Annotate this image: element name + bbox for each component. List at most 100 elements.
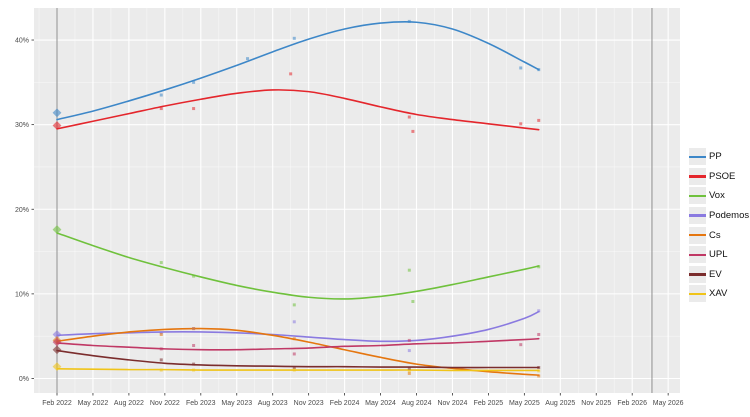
legend-item-psoe: PSOE: [689, 167, 749, 187]
x-tick-label: May 2025: [509, 400, 540, 407]
legend-label: Cs: [709, 229, 721, 241]
legend-item-ev: EV: [689, 265, 749, 285]
poll-point-pp: [537, 68, 541, 72]
election-result-marker-vox: [52, 225, 62, 234]
legend-key-upl: [689, 246, 706, 264]
x-tick-label: Feb 2023: [186, 400, 216, 407]
poll-point-ev: [537, 365, 541, 369]
legend-key-psoe: [689, 167, 706, 185]
legend-item-upl: UPL: [689, 245, 749, 265]
legend-label: PP: [709, 151, 722, 163]
trend-line-upl: [56, 337, 540, 351]
poll-point-upl: [192, 343, 196, 347]
trend-line-vox: [56, 232, 540, 300]
x-tick-label: May 2022: [78, 400, 109, 407]
poll-point-psoe: [519, 122, 523, 126]
y-tick-label: 20%: [15, 207, 29, 214]
x-tick-label: Feb 2024: [330, 400, 360, 407]
y-tick-label: 10%: [15, 291, 29, 298]
poll-point-pp: [407, 19, 411, 23]
legend-item-podemos: Podemos: [689, 206, 749, 226]
legend-label: Vox: [709, 190, 725, 202]
legend-line-swatch: [689, 194, 706, 198]
x-tick-label: Aug 2023: [258, 400, 288, 407]
poll-point-upl: [292, 352, 296, 356]
poll-point-cs: [159, 332, 163, 336]
legend-line-swatch: [689, 273, 706, 276]
x-tick-label: May 2024: [365, 400, 396, 407]
poll-point-xav: [407, 369, 411, 373]
legend-label: EV: [709, 268, 722, 280]
poll-point-podemos: [537, 309, 541, 313]
legend-key-cs: [689, 226, 706, 244]
poll-point-cs: [407, 371, 411, 375]
poll-point-cs: [292, 337, 296, 341]
legend-key-ev: [689, 265, 706, 283]
legend-label: PSOE: [709, 170, 736, 182]
election-result-marker-psoe: [52, 121, 62, 130]
poll-point-ev: [192, 362, 196, 366]
x-tick-label: May 2026: [653, 400, 684, 407]
poll-point-xav: [537, 369, 541, 373]
poll-point-ev: [292, 365, 296, 369]
x-tick-label: May 2023: [221, 400, 252, 407]
poll-point-ev: [407, 366, 411, 370]
poll-point-podemos: [292, 320, 296, 324]
election-result-marker-pp: [52, 108, 62, 118]
poll-point-vox: [411, 299, 415, 303]
poll-point-vox: [159, 261, 163, 265]
legend-label: Podemos: [709, 210, 750, 222]
legend-item-cs: Cs: [689, 225, 749, 245]
poll-point-upl: [159, 347, 163, 351]
x-tick-label: Nov 2023: [294, 400, 324, 407]
poll-point-upl: [407, 338, 411, 342]
x-tick-label: Aug 2024: [402, 400, 432, 407]
poll-point-xav: [292, 368, 296, 372]
x-tick-label: Nov 2025: [581, 400, 611, 407]
poll-point-vox: [537, 265, 541, 269]
poll-point-vox: [292, 303, 296, 307]
x-tick-label: Feb 2022: [42, 400, 72, 407]
poll-point-vox: [407, 268, 411, 272]
legend-key-vox: [689, 187, 706, 205]
poll-point-psoe: [407, 115, 411, 119]
x-tick-label: Aug 2022: [114, 400, 144, 407]
poll-point-pp: [159, 93, 163, 97]
election-result-marker-podemos: [52, 330, 62, 339]
legend-label: UPL: [709, 249, 728, 261]
x-tick-label: Feb 2025: [474, 400, 504, 407]
poll-point-cs: [192, 327, 196, 331]
x-tick-label: Aug 2025: [545, 400, 575, 407]
legend-line-swatch: [689, 214, 706, 217]
poll-point-ev: [159, 358, 163, 362]
poll-point-psoe: [159, 107, 163, 111]
poll-point-pp: [519, 66, 523, 70]
poll-point-podemos: [407, 349, 411, 353]
poll-point-psoe: [289, 72, 293, 76]
y-tick-label: 0%: [19, 376, 29, 383]
legend-key-xav: [689, 285, 706, 303]
trend-line-xav: [56, 367, 540, 372]
poll-point-psoe: [192, 107, 196, 111]
legend: PP PSOE Vox Podemos Cs UPL EV XAV: [689, 147, 749, 304]
poll-point-podemos: [159, 331, 163, 335]
poll-point-xav: [159, 368, 163, 372]
election-result-marker-ev: [52, 345, 62, 355]
legend-key-podemos: [689, 207, 706, 225]
x-tick-label: Nov 2022: [150, 400, 180, 407]
plot-panel: [34, 8, 680, 393]
poll-point-upl: [519, 343, 523, 347]
y-tick-label: 30%: [15, 122, 29, 129]
poll-point-pp: [192, 80, 196, 84]
x-tick-label: Nov 2024: [437, 400, 467, 407]
election-result-marker-upl: [52, 337, 62, 347]
legend-line-swatch: [689, 292, 706, 296]
poll-point-upl: [537, 332, 541, 336]
legend-line-swatch: [689, 175, 706, 178]
legend-item-pp: PP: [689, 147, 749, 167]
x-tick-label: Feb 2026: [617, 400, 647, 407]
poll-point-xav: [192, 368, 196, 372]
legend-item-xav: XAV: [689, 284, 749, 304]
